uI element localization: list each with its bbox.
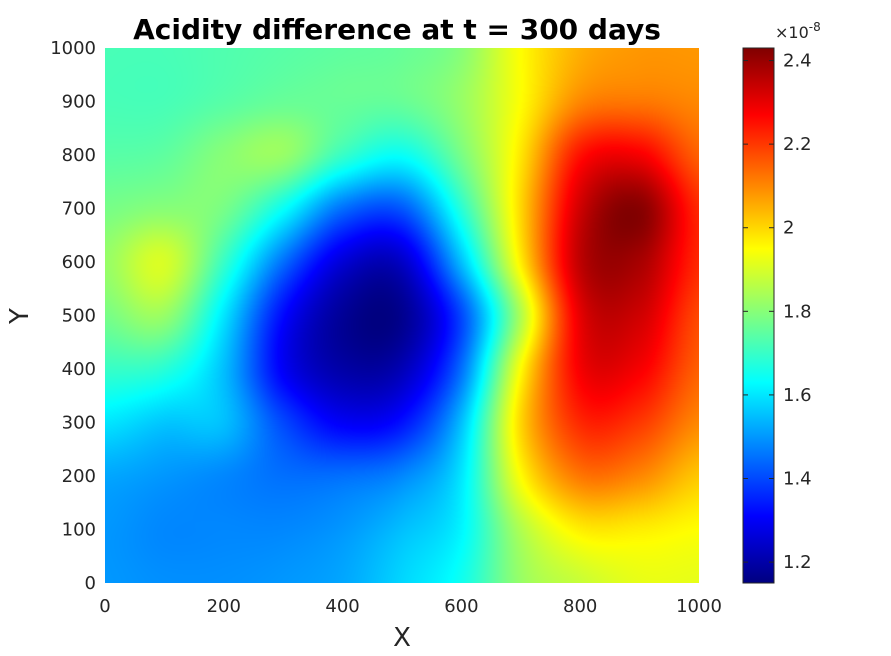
colorbar — [742, 47, 775, 584]
x-tick-label: 200 — [207, 596, 241, 617]
colorbar-tick-label: 1.8 — [783, 301, 812, 322]
colorbar-tick-label: 1.2 — [783, 552, 812, 573]
y-tick-label: 100 — [62, 520, 96, 541]
colorbar-tick-label: 1.4 — [783, 469, 812, 490]
colorbar-tick-label: 2.4 — [783, 51, 812, 72]
x-axis-ticks: 0 200 400 600 800 1000 — [99, 596, 722, 617]
x-tick-label: 1000 — [676, 596, 722, 617]
x-tick-label: 400 — [325, 596, 359, 617]
y-axis-label: Y — [5, 308, 35, 325]
colorbar-tick-label: 2.2 — [783, 134, 812, 155]
y-tick-label: 800 — [62, 145, 96, 166]
colorbar-tick-label: 1.6 — [783, 385, 812, 406]
y-tick-label: 900 — [62, 92, 96, 113]
y-tick-label: 200 — [62, 466, 96, 487]
colorbar-exponent: ×10-8 — [775, 20, 821, 42]
x-tick-label: 0 — [99, 596, 110, 617]
y-tick-label: 300 — [62, 413, 96, 434]
colorbar-ticks: 1.2 1.4 1.6 1.8 2 2.2 2.4 — [743, 51, 812, 573]
x-axis-label: X — [393, 623, 411, 653]
colorbar-exponent-power: -8 — [809, 20, 821, 34]
x-tick-label: 600 — [444, 596, 478, 617]
y-tick-label: 400 — [62, 359, 96, 380]
y-axis-ticks: 0 100 200 300 400 500 600 700 800 900 1000 — [50, 38, 96, 594]
chart-title: Acidity difference at t = 300 days — [133, 13, 661, 46]
heatmap-canvas — [105, 48, 699, 583]
x-tick-label: 800 — [563, 596, 597, 617]
y-tick-label: 500 — [62, 306, 96, 327]
colorbar-exponent-base: ×10 — [775, 23, 809, 42]
y-tick-label: 600 — [62, 252, 96, 273]
colorbar-tick-label: 2 — [783, 218, 794, 239]
y-tick-label: 700 — [62, 199, 96, 220]
y-tick-label: 1000 — [50, 38, 96, 59]
heatmap-area — [105, 48, 699, 583]
y-tick-label: 0 — [85, 573, 96, 594]
